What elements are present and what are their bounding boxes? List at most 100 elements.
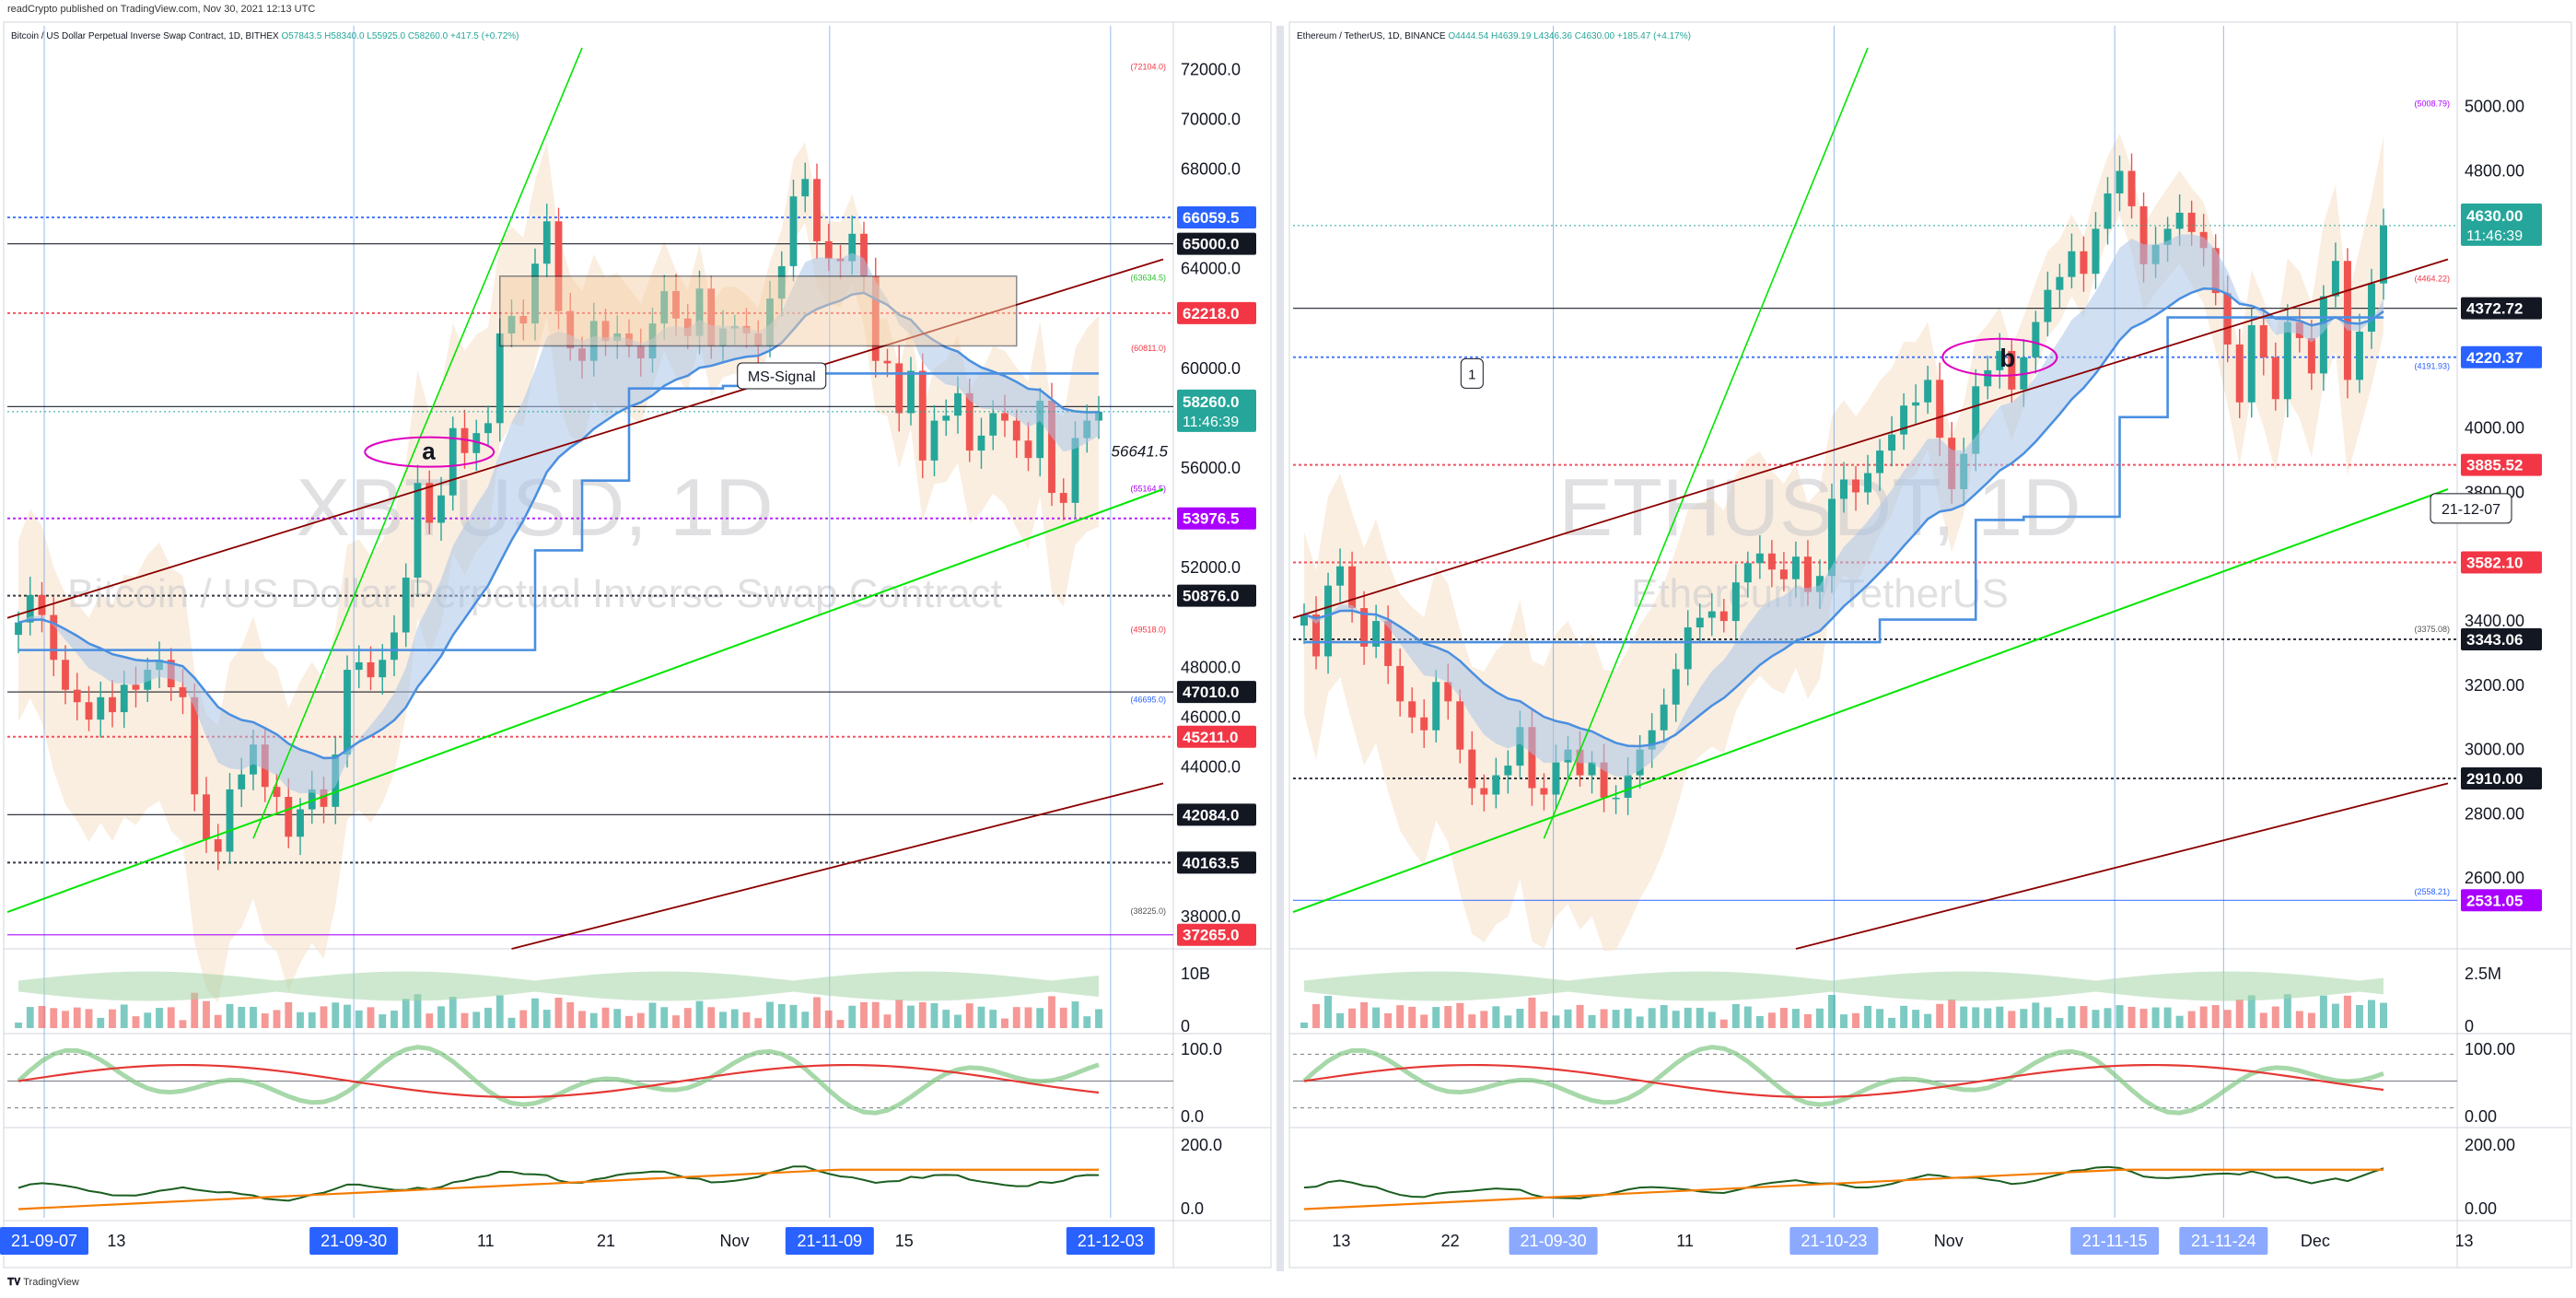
eth-candle-body xyxy=(1767,553,1776,570)
eth-x-label-6: 21-11-15 xyxy=(2082,1232,2148,1250)
btc-volume-bar xyxy=(507,1017,516,1028)
eth-volume-bar xyxy=(1876,1009,1884,1028)
btc-candle-body xyxy=(883,360,892,364)
btc-small-label-4: (49518.0) xyxy=(1130,625,1166,634)
eth-watermark-symbol: ETHUSDT, 1D xyxy=(1558,462,2081,553)
btc-small-label-3: (55164.5) xyxy=(1130,485,1166,494)
btc-volume-bar xyxy=(766,1001,774,1028)
btc-volume-bar xyxy=(156,1008,163,1028)
eth-candle-body xyxy=(1827,498,1836,577)
eth-candle-body xyxy=(1864,473,1872,493)
btc-level-label-5: 50876.0 xyxy=(1183,588,1239,605)
btc-volume-bar xyxy=(402,999,410,1028)
btc-candle-body xyxy=(203,794,210,839)
eth-candle-body xyxy=(1900,405,1908,435)
btc-level-tag-1 xyxy=(1177,232,1256,255)
eth-candle-body xyxy=(2139,205,2148,264)
eth-candle-body xyxy=(1779,569,1788,579)
btc-level-tag-7 xyxy=(1177,725,1256,748)
eth-candle-body xyxy=(1420,717,1428,731)
eth-candle-body xyxy=(1696,617,1704,628)
eth-volume-bar xyxy=(2187,1011,2196,1028)
btc-ms-box xyxy=(499,275,1018,347)
eth-x-label-7: 21-11-24 xyxy=(2191,1232,2256,1250)
btc-volume-bar xyxy=(531,998,539,1028)
btc-x-label-bg-6 xyxy=(785,1227,874,1255)
eth-candle-body xyxy=(1372,621,1381,647)
btc-candle-body xyxy=(344,670,351,755)
btc-x-label-0: 21-09-07 xyxy=(11,1232,77,1250)
btc-volume-bar xyxy=(367,1007,375,1028)
btc-volume-bar xyxy=(613,1009,622,1028)
btc-candle-body xyxy=(824,240,833,259)
eth-volume-bar xyxy=(1528,997,1536,1028)
btc-volume-bar xyxy=(15,1023,22,1028)
eth-candle-body xyxy=(2175,212,2184,229)
eth-note-1: 1 xyxy=(1468,367,1475,382)
eth-x-label-0: 13 xyxy=(1332,1232,1350,1250)
eth-candle-body xyxy=(1540,788,1548,795)
btc-volume-bar xyxy=(449,997,457,1028)
eth-volume-bar xyxy=(1996,1006,2004,1028)
btc-candle-body xyxy=(226,789,234,852)
eth-candle-body xyxy=(1588,762,1596,776)
eth-small-label-0: (5008.79) xyxy=(2414,99,2450,109)
btc-candle-body xyxy=(542,221,551,264)
eth-volume-bar xyxy=(1612,1010,1620,1028)
btc-adx-bottom: 0.0 xyxy=(1181,1199,1204,1218)
eth-volume-bar xyxy=(1348,1008,1357,1028)
btc-volume-bar xyxy=(836,1020,845,1028)
eth-vol-top: 2.5M xyxy=(2465,965,2501,983)
eth-y-tick-2: 4000.00 xyxy=(2465,419,2524,438)
eth-x-label-8: Dec xyxy=(2301,1232,2330,1250)
btc-volume-bar xyxy=(484,1007,492,1028)
btc-candle-body xyxy=(942,415,950,421)
eth-volume-bar xyxy=(2235,1000,2244,1028)
btc-candle-body xyxy=(449,427,457,496)
btc-volume-bar xyxy=(97,1017,105,1028)
eth-candle-body xyxy=(2044,289,2052,322)
eth-candle-body xyxy=(2367,283,2375,333)
eth-volume-bar xyxy=(1504,1015,1512,1028)
eth-candle-body xyxy=(1324,585,1333,657)
btc-candle-body xyxy=(50,614,58,661)
btc-volume-bar xyxy=(1012,1007,1020,1028)
btc-volume-bar xyxy=(472,1012,481,1028)
btc-candle-body xyxy=(1012,420,1020,441)
eth-volume-bar xyxy=(1791,1009,1800,1028)
btc-volume-bar xyxy=(390,1011,398,1028)
eth-level-label-1: 4220.37 xyxy=(2466,349,2523,367)
eth-candle-body xyxy=(1336,566,1345,586)
btc-volume-bar xyxy=(261,1013,269,1028)
eth-candle-body xyxy=(1731,582,1740,622)
btc-price-now-label: 58260.0 xyxy=(1183,393,1239,411)
btc-volume-bar xyxy=(1083,1016,1091,1028)
eth-volume-bar xyxy=(1552,1015,1560,1028)
eth-volume-bar xyxy=(1408,1006,1416,1028)
eth-candle-body xyxy=(2116,170,2124,193)
eth-note-1-box xyxy=(1460,357,1484,389)
btc-trend-lime-1 xyxy=(6,488,1164,914)
btc-volume-bar xyxy=(1048,996,1055,1028)
btc-candle-body xyxy=(38,594,46,615)
eth-volume-bar xyxy=(1900,1005,1908,1028)
eth-volume-bar xyxy=(2163,1007,2172,1028)
eth-candle-body xyxy=(1612,797,1620,800)
eth-volume-bar xyxy=(1648,1008,1656,1028)
btc-small-label-2: (60811.0) xyxy=(1131,344,1166,353)
btc-volume-bar xyxy=(167,1007,175,1028)
eth-volume-bar xyxy=(1456,1002,1464,1028)
btc-small-label-6: (38225.0) xyxy=(1130,906,1166,916)
eth-level-label-5: 2910.00 xyxy=(2466,770,2523,788)
eth-volume-bar xyxy=(1636,1016,1644,1028)
eth-candle-body xyxy=(1936,380,1944,439)
eth-volume-bar xyxy=(1708,1012,1716,1028)
eth-volume-bar xyxy=(1755,1016,1764,1028)
btc-volume-bar xyxy=(1024,1007,1032,1028)
eth-volume-bar xyxy=(2211,1005,2220,1028)
btc-price-countdown: 11:46:39 xyxy=(1183,415,1239,430)
eth-level-label-3: 3582.10 xyxy=(2466,555,2523,572)
btc-candle-body xyxy=(472,433,481,453)
btc-trend-darkred-2 xyxy=(511,782,1164,950)
